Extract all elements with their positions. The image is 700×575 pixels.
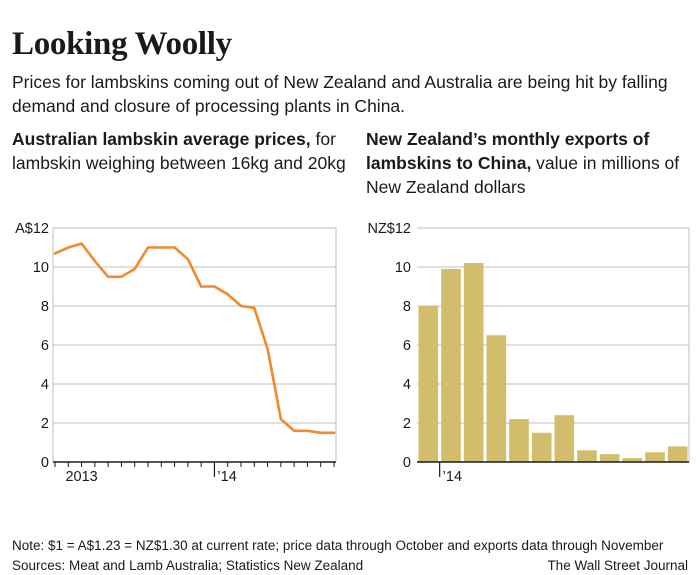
price-data-point <box>226 293 229 296</box>
price-data-point <box>279 417 283 421</box>
y-tick-label: 4 <box>41 377 49 393</box>
price-data-point <box>93 259 97 263</box>
y-tick-label: 0 <box>403 455 411 471</box>
price-series-line <box>53 242 336 435</box>
price-data-point <box>213 285 216 288</box>
price-data-point <box>253 306 256 310</box>
left-chart-description: for lambskin weighing between 16kg and 2… <box>12 129 346 173</box>
y-tick-label: 8 <box>41 299 49 315</box>
price-data-point <box>120 275 123 278</box>
left-chart-title: Australian lambskin average prices, <box>12 129 311 149</box>
sources: Sources: Meat and Lamb Australia; Statis… <box>12 558 364 573</box>
price-data-point <box>160 246 163 249</box>
export-bar <box>531 432 552 462</box>
price-data-point <box>53 252 57 255</box>
x-tick-label: 2013 <box>65 469 97 485</box>
left-chart-heading: Australian lambskin average prices, for … <box>12 127 352 175</box>
y-tick-label: 8 <box>403 299 411 315</box>
price-data-point <box>292 429 296 432</box>
export-bar <box>463 263 484 462</box>
price-data-point <box>332 431 336 434</box>
y-tick-label: 6 <box>403 338 411 354</box>
y-tick-label: 4 <box>403 377 411 393</box>
price-data-point <box>80 242 83 245</box>
export-bar <box>599 454 620 462</box>
right-chart-title: New Zealand’s monthly exports of lambski… <box>366 129 650 173</box>
price-data-point <box>67 246 70 249</box>
export-bar <box>441 268 461 462</box>
price-data-point <box>306 429 309 432</box>
export-bar <box>418 306 439 462</box>
y-tick-label: 10 <box>33 260 49 276</box>
exports-bar-chart: NZ$12 10 8 6 4 2 0 ’14 <box>367 221 690 485</box>
y-tick-label: 0 <box>41 455 49 471</box>
export-bar <box>486 335 507 462</box>
publisher-credit: The Wall Street Journal <box>547 558 688 573</box>
price-data-point <box>319 431 322 434</box>
y-tick-label: 6 <box>41 338 49 354</box>
export-bar <box>577 450 597 462</box>
chart-subtitle: Prices for lambskins coming out of New Z… <box>12 72 668 116</box>
export-bar <box>667 446 688 462</box>
price-data-point <box>146 246 150 249</box>
price-data-point <box>133 267 136 271</box>
right-chart-heading: New Zealand’s monthly exports of lambski… <box>366 127 696 199</box>
price-line-chart: A$12 10 8 6 4 2 0 2013 ’14 <box>15 221 337 485</box>
export-bar <box>645 452 665 462</box>
right-chart-description: value in millions of New Zealand dollars <box>366 153 680 197</box>
price-data-point <box>186 258 190 261</box>
footnote: Note: $1 = A$1.23 = NZ$1.30 at current r… <box>12 538 664 553</box>
price-data-point <box>173 246 176 249</box>
y-tick-label: NZ$12 <box>367 221 411 237</box>
price-data-point <box>239 304 243 308</box>
export-bar <box>554 415 575 462</box>
y-tick-label: A$12 <box>15 221 49 237</box>
y-tick-label: 10 <box>395 260 411 276</box>
price-data-point <box>266 347 269 351</box>
export-bar <box>509 419 529 462</box>
x-tick-label: ’14 <box>217 469 236 485</box>
x-tick-label: ’14 <box>443 469 462 485</box>
y-tick-label: 2 <box>41 416 49 432</box>
price-data-point <box>199 285 203 288</box>
export-bar <box>622 458 643 462</box>
y-tick-label: 2 <box>403 416 411 432</box>
chart-title: Looking Woolly <box>12 26 232 62</box>
price-data-point <box>106 275 110 278</box>
